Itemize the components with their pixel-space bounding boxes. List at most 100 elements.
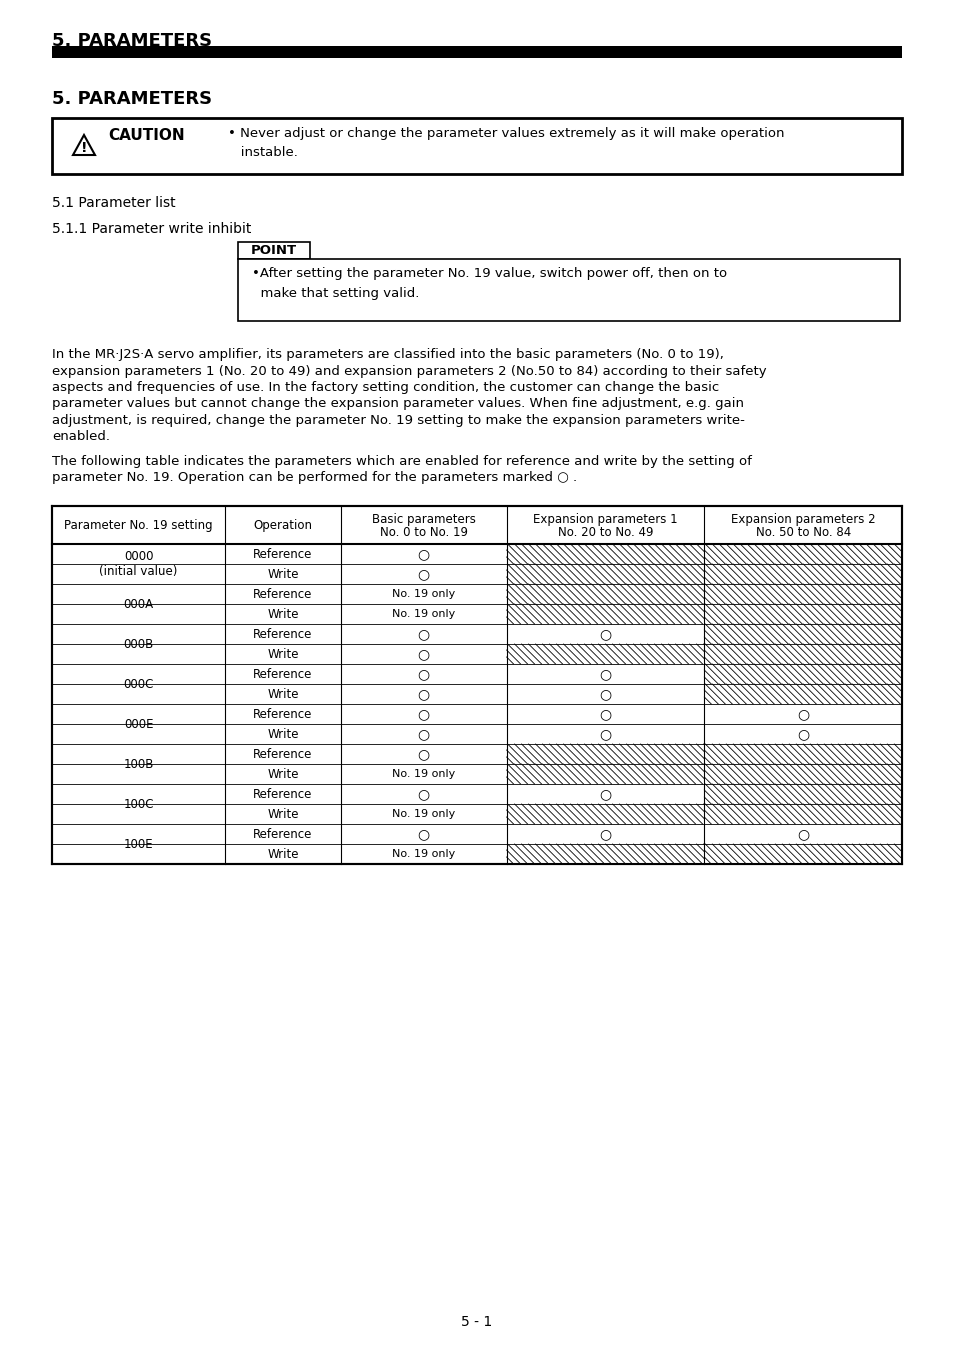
Bar (703, 764, 901, 784)
Text: Reference: Reference (253, 587, 313, 601)
Text: 000B: 000B (123, 637, 153, 651)
Text: Write: Write (267, 728, 298, 741)
Text: enabled.: enabled. (52, 431, 110, 444)
Text: ○: ○ (598, 626, 611, 641)
Bar (237, 259, 899, 321)
Text: ○: ○ (417, 567, 429, 580)
Bar (703, 624, 901, 644)
Text: adjustment, is required, change the parameter No. 19 setting to make the expansi: adjustment, is required, change the para… (52, 414, 744, 427)
Text: No. 19 only: No. 19 only (392, 849, 455, 859)
Text: make that setting valid.: make that setting valid. (252, 288, 419, 300)
Bar (237, 242, 310, 259)
Text: 0000
(initial value): 0000 (initial value) (99, 549, 177, 579)
Text: Write: Write (267, 567, 298, 580)
Bar (506, 544, 703, 564)
Text: Reference: Reference (253, 548, 313, 560)
Text: parameter values but cannot change the expansion parameter values. When fine adj: parameter values but cannot change the e… (52, 397, 743, 410)
Text: No. 19 only: No. 19 only (392, 589, 455, 599)
Text: Write: Write (267, 768, 298, 780)
Bar (52, 117, 901, 174)
Text: ○: ○ (598, 667, 611, 680)
Text: In the MR·J2S·A servo amplifier, its parameters are classified into the basic pa: In the MR·J2S·A servo amplifier, its par… (52, 348, 723, 360)
Text: ○: ○ (417, 707, 429, 721)
Bar (506, 805, 703, 823)
Text: Reference: Reference (253, 707, 313, 721)
Bar (703, 564, 901, 585)
Bar (703, 844, 901, 864)
Text: Operation: Operation (253, 518, 312, 532)
Bar (506, 585, 703, 603)
Text: Expansion parameters 2: Expansion parameters 2 (730, 513, 875, 526)
Text: Write: Write (267, 848, 298, 860)
Bar (506, 764, 703, 784)
Text: CAUTION: CAUTION (108, 128, 185, 143)
Text: Write: Write (267, 807, 298, 821)
Text: 100C: 100C (123, 798, 153, 810)
Text: •After setting the parameter No. 19 value, switch power off, then on to: •After setting the parameter No. 19 valu… (252, 267, 726, 279)
Text: ○: ○ (598, 828, 611, 841)
Text: Write: Write (267, 648, 298, 660)
Text: No. 19 only: No. 19 only (392, 769, 455, 779)
Text: Reference: Reference (253, 667, 313, 680)
Text: Write: Write (267, 608, 298, 621)
Text: Reference: Reference (253, 628, 313, 640)
Text: !: ! (81, 140, 87, 155)
Text: 5.1 Parameter list: 5.1 Parameter list (52, 196, 175, 211)
Text: Reference: Reference (253, 748, 313, 760)
Bar (703, 585, 901, 603)
Bar (703, 684, 901, 703)
Text: No. 19 only: No. 19 only (392, 609, 455, 620)
Text: 5. PARAMETERS: 5. PARAMETERS (52, 32, 212, 50)
Text: ○: ○ (797, 828, 808, 841)
Text: 5 - 1: 5 - 1 (461, 1315, 492, 1328)
Bar (703, 805, 901, 823)
Text: ○: ○ (417, 647, 429, 662)
Text: ○: ○ (417, 547, 429, 562)
Text: 000C: 000C (123, 678, 153, 690)
Bar (703, 664, 901, 684)
Text: Write: Write (267, 687, 298, 701)
Text: ○: ○ (417, 626, 429, 641)
Text: POINT: POINT (251, 244, 296, 256)
Text: ○: ○ (598, 787, 611, 801)
Text: 5.1.1 Parameter write inhibit: 5.1.1 Parameter write inhibit (52, 221, 251, 236)
Text: ○: ○ (598, 728, 611, 741)
Bar (703, 544, 901, 564)
Text: 000A: 000A (123, 598, 153, 610)
Text: No. 50 to No. 84: No. 50 to No. 84 (755, 525, 850, 539)
Text: No. 0 to No. 19: No. 0 to No. 19 (379, 525, 467, 539)
Text: ○: ○ (417, 667, 429, 680)
Bar (52, 46, 901, 58)
Text: 5. PARAMETERS: 5. PARAMETERS (52, 90, 212, 108)
Bar (703, 644, 901, 664)
Text: 100B: 100B (123, 757, 153, 771)
Text: • Never adjust or change the parameter values extremely as it will make operatio: • Never adjust or change the parameter v… (228, 127, 783, 140)
Text: Reference: Reference (253, 787, 313, 801)
Text: ○: ○ (797, 707, 808, 721)
Text: aspects and frequencies of use. In the factory setting condition, the customer c: aspects and frequencies of use. In the f… (52, 381, 719, 394)
Text: ○: ○ (417, 747, 429, 761)
Text: ○: ○ (797, 728, 808, 741)
Text: 100E: 100E (124, 837, 153, 850)
Bar (703, 784, 901, 805)
Text: ○: ○ (417, 828, 429, 841)
Text: 000E: 000E (124, 717, 153, 730)
Text: Reference: Reference (253, 828, 313, 841)
Text: ○: ○ (417, 687, 429, 701)
Text: ○: ○ (598, 687, 611, 701)
Text: ○: ○ (417, 787, 429, 801)
Bar (52, 506, 901, 864)
Text: instable.: instable. (228, 146, 297, 159)
Bar (506, 603, 703, 624)
Text: Basic parameters: Basic parameters (372, 513, 475, 526)
Text: No. 19 only: No. 19 only (392, 809, 455, 819)
Bar (703, 744, 901, 764)
Text: expansion parameters 1 (No. 20 to 49) and expansion parameters 2 (No.50 to 84) a: expansion parameters 1 (No. 20 to 49) an… (52, 364, 766, 378)
Bar (703, 603, 901, 624)
Text: Expansion parameters 1: Expansion parameters 1 (533, 513, 677, 526)
Text: No. 20 to No. 49: No. 20 to No. 49 (558, 525, 653, 539)
Bar (506, 564, 703, 585)
Bar (506, 744, 703, 764)
Bar (506, 644, 703, 664)
Text: ○: ○ (598, 707, 611, 721)
